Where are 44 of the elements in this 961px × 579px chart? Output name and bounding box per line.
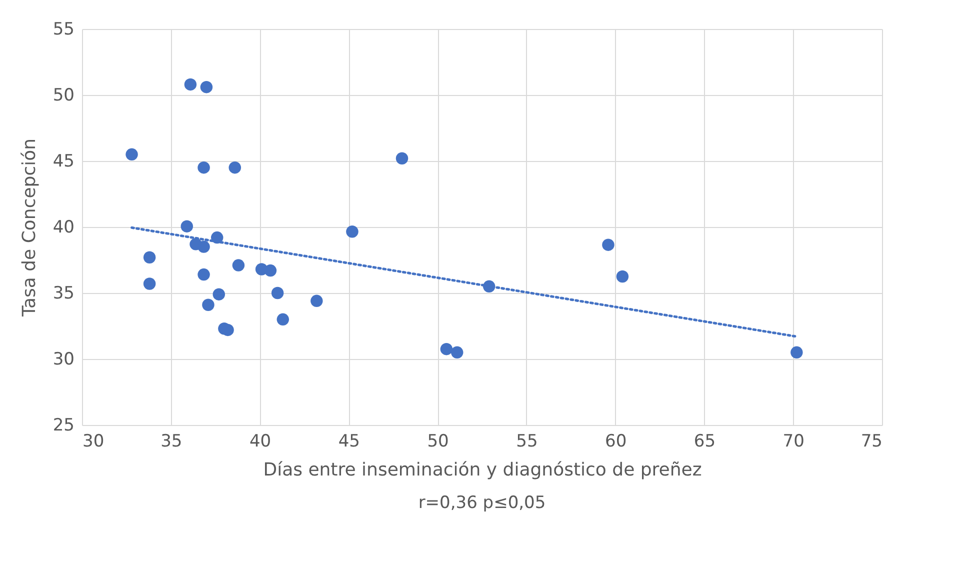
point bbox=[228, 161, 242, 174]
x-tick-label: 75 bbox=[860, 432, 882, 452]
point bbox=[198, 268, 210, 281]
x-tick-label: 30 bbox=[82, 432, 104, 452]
y-tick-label: 40 bbox=[52, 218, 74, 238]
x-tick-label: 40 bbox=[249, 432, 272, 452]
point bbox=[440, 342, 453, 356]
y-tick-label: 55 bbox=[52, 20, 74, 40]
y-axis-title: Tasa de Concepción bbox=[18, 138, 40, 318]
point bbox=[271, 286, 284, 300]
y-tick-label: 35 bbox=[52, 284, 74, 304]
point bbox=[310, 294, 323, 308]
y-tick-label: 45 bbox=[52, 152, 74, 172]
point bbox=[346, 226, 358, 238]
point bbox=[143, 251, 156, 264]
point bbox=[276, 313, 290, 326]
x-tick-label: 60 bbox=[605, 432, 627, 452]
point bbox=[616, 270, 629, 283]
point bbox=[790, 346, 803, 359]
point bbox=[143, 278, 156, 290]
x-tick-label: 50 bbox=[427, 432, 449, 452]
point bbox=[202, 298, 214, 311]
point bbox=[396, 152, 408, 164]
point bbox=[232, 259, 245, 272]
point bbox=[450, 346, 464, 359]
x-tick-label: 55 bbox=[516, 432, 538, 452]
x-tick-label: 65 bbox=[694, 432, 716, 452]
y-tick-label: 25 bbox=[52, 416, 74, 436]
point bbox=[126, 148, 138, 161]
y-tick-label: 50 bbox=[52, 86, 74, 106]
point bbox=[184, 78, 197, 91]
x-tick-label: 45 bbox=[338, 432, 360, 452]
x-axis-title: Días entre inseminación y diagnóstico de preñez bbox=[263, 460, 702, 480]
text: r=0,36 p≤0,05 bbox=[418, 493, 546, 513]
point bbox=[198, 161, 210, 174]
y-tick-label: 30 bbox=[52, 350, 74, 370]
x-tick-label: 35 bbox=[160, 432, 182, 452]
point bbox=[264, 264, 277, 277]
point bbox=[200, 80, 213, 94]
x-tick-label: 70 bbox=[782, 432, 804, 452]
point bbox=[198, 240, 210, 253]
point bbox=[212, 288, 226, 300]
point bbox=[180, 220, 194, 232]
point bbox=[602, 238, 614, 251]
